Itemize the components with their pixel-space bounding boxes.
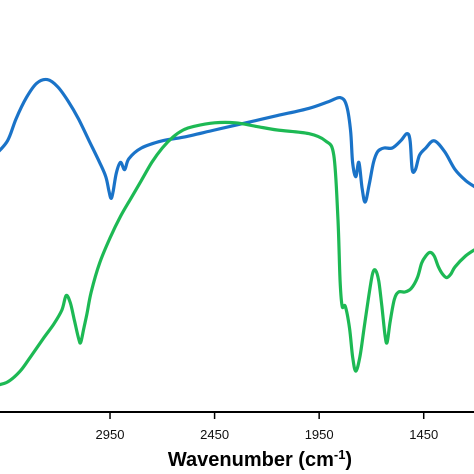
x-tick-label: 1950 [305,427,334,442]
x-axis-ticks: 2950 2450 1950 1450 [96,412,438,442]
plot-area [0,77,474,387]
x-axis-title: Wavenumber (cm-1) [168,447,352,471]
spectrum-line-2 [0,120,474,387]
x-tick-label: 2950 [96,427,125,442]
spectrum-line-1 [0,77,474,204]
x-tick-label: 2450 [200,427,229,442]
x-tick-label: 1450 [409,427,438,442]
